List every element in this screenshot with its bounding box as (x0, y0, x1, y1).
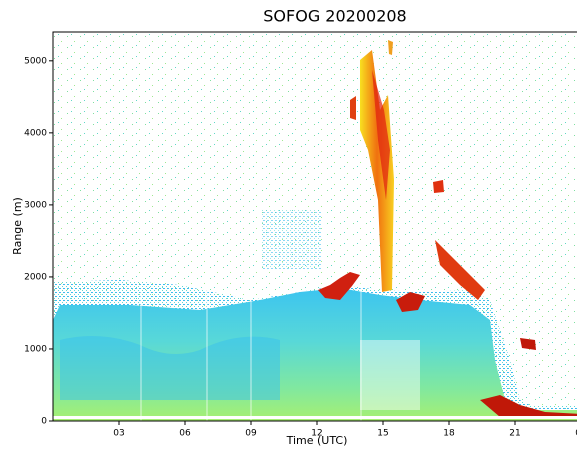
clear-region (360, 340, 420, 410)
plume-core (372, 70, 390, 200)
y-tick-label: 5000 (24, 56, 47, 66)
noise-patch (262, 210, 322, 270)
cloud-blob (433, 180, 444, 193)
y-tick-label: 0 (41, 417, 47, 427)
y-tick-label: 3000 (24, 200, 47, 210)
fog-layer (480, 395, 577, 419)
x-tick-label: 09 (245, 429, 257, 439)
x-tick-label: 18 (443, 429, 455, 439)
y-tick-label: 4000 (24, 128, 47, 138)
low-layer (60, 336, 280, 400)
plume-edge (350, 96, 356, 120)
y-tick-label: 2000 (24, 272, 47, 282)
y-axis-label: Range (m) (11, 197, 24, 255)
x-tick-label: 00 (575, 429, 577, 439)
plume-top (388, 40, 393, 55)
plume (360, 50, 394, 292)
y-tick-label: 1000 (24, 344, 47, 354)
cloud-blob (520, 338, 536, 350)
chart-title: SOFOG 20200208 (263, 7, 406, 26)
x-tick-label: 15 (377, 429, 388, 439)
x-tick-label: 06 (179, 429, 191, 439)
x-tick-label: 21 (509, 429, 520, 439)
x-axis-label: Time (UTC) (286, 434, 348, 447)
cloud-top (318, 272, 360, 300)
x-tick-label: 03 (113, 429, 124, 439)
x-tick-label: 12 (311, 429, 322, 439)
cloud-top (435, 240, 485, 300)
near-range-gap (53, 416, 577, 419)
cloud-top (396, 292, 425, 312)
heatmap (53, 32, 577, 421)
